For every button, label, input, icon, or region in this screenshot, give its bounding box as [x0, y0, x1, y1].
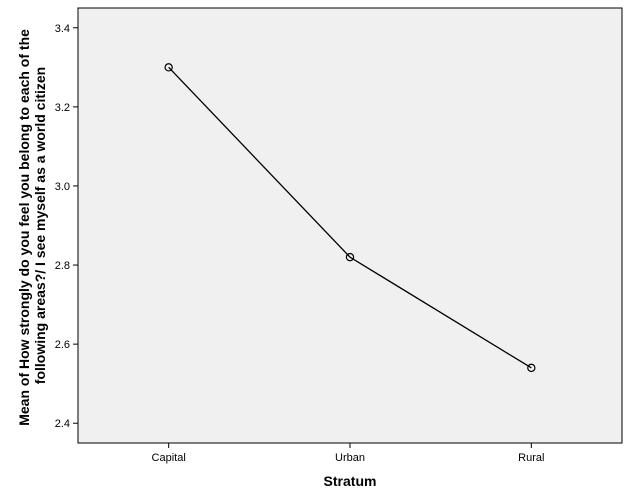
x-axis: Capital Urban Rural — [152, 443, 544, 464]
y-tick-label: 3.2 — [55, 102, 70, 114]
data-point-capital — [164, 63, 173, 72]
y-axis-title-line-1: Mean of How strongly do you feel you bel… — [16, 29, 32, 426]
x-axis-title: Stratum — [324, 473, 377, 489]
y-tick-label: 2.6 — [55, 339, 70, 351]
y-axis-title-line-2: following areas?/ I see myself as a worl… — [32, 67, 48, 384]
y-tick-label: 2.4 — [55, 418, 70, 430]
plot-area — [77, 7, 623, 444]
y-tick-label: 2.8 — [55, 260, 70, 272]
data-point-rural — [527, 363, 536, 373]
y-tick-label: 3.0 — [55, 181, 70, 193]
y-axis: 2.4 2.6 2.8 3.0 3.2 3.4 — [55, 23, 78, 430]
x-tick-label-capital: Capital — [152, 452, 186, 464]
x-tick-label-urban: Urban — [335, 452, 365, 464]
series-line — [168, 66, 532, 369]
y-tick-label: 3.4 — [55, 23, 70, 35]
x-tick-label-rural: Rural — [518, 452, 544, 464]
y-axis-title: Mean of How strongly do you feel you bel… — [16, 25, 48, 426]
data-point-urban — [345, 252, 355, 262]
series-markers — [164, 63, 536, 373]
